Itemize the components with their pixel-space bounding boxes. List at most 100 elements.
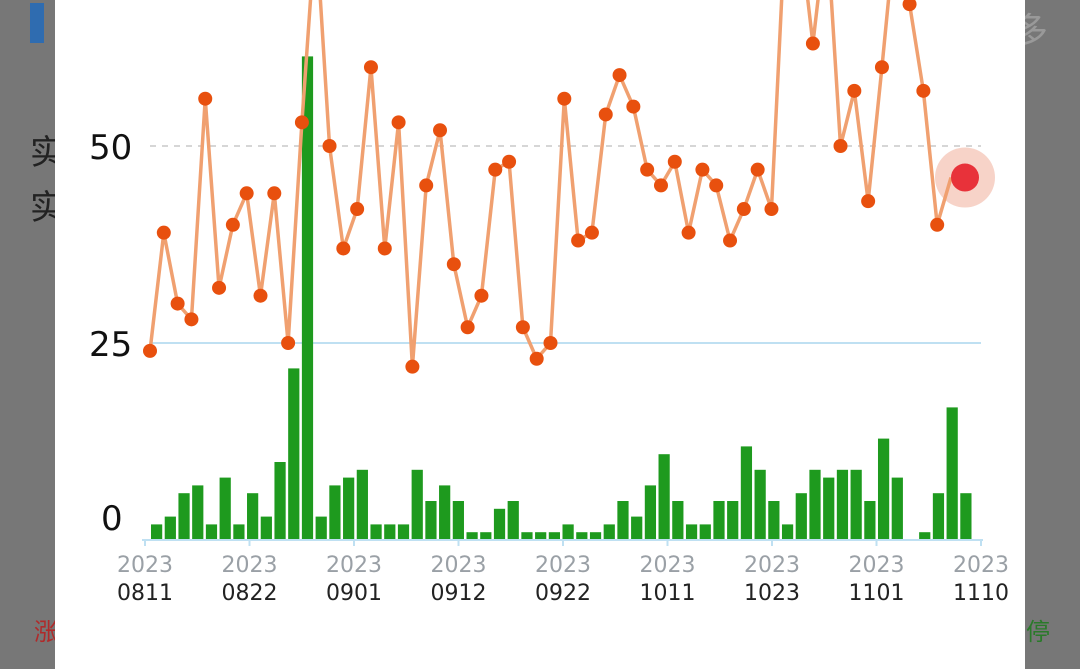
price-point (612, 68, 627, 83)
price-point (488, 162, 503, 177)
price-point (557, 91, 572, 106)
price-line-layer (143, 0, 995, 374)
price-point (405, 359, 420, 374)
price-point (736, 202, 751, 217)
volume-bar (548, 532, 560, 540)
volume-bar (685, 524, 698, 540)
price-point (833, 139, 848, 153)
volume-bar (439, 485, 451, 540)
volume-bar (192, 485, 204, 540)
volume-bar (507, 501, 519, 540)
volume-bar (768, 501, 780, 540)
price-point (861, 194, 876, 209)
volume-bar (260, 516, 272, 540)
price-point (350, 202, 365, 217)
volume-bar (315, 516, 327, 540)
background-bottom-left-text: 涨 (34, 618, 58, 646)
price-point (695, 162, 710, 177)
price-point (198, 91, 213, 106)
volume-bars (151, 56, 972, 541)
volume-bar (370, 524, 382, 540)
volume-bar (288, 368, 300, 540)
price-point (502, 154, 517, 169)
price-point (322, 139, 337, 153)
volume-bar (960, 493, 972, 540)
price-point (433, 123, 448, 138)
x-tick-date-label: 0822 (222, 581, 278, 606)
volume-bar (617, 501, 629, 540)
x-tick-date-label: 0811 (117, 581, 173, 606)
volume-bar (589, 532, 602, 540)
x-tick-year-label: 2023 (744, 553, 800, 578)
y-tick-label: 50 (89, 128, 132, 168)
volume-bar (823, 477, 835, 540)
x-tick-year-label: 2023 (640, 553, 696, 578)
x-tick-date-label: 0922 (535, 581, 591, 606)
price-point (170, 296, 185, 311)
volume-bar (466, 532, 478, 540)
volume-bar (178, 493, 190, 540)
volume-bar (233, 524, 245, 540)
price-point (225, 217, 240, 232)
x-tick-date-label: 0912 (431, 581, 487, 606)
background-accent-bar (30, 3, 44, 43)
price-point (667, 154, 682, 169)
x-tick-date-label: 1011 (640, 581, 696, 606)
volume-bar (301, 56, 314, 541)
chart-svg: 2023 0811 2023 0822 2023 0901 2023 0912 2023 0922… (89, 0, 1009, 606)
price-point (336, 241, 351, 256)
volume-bar (205, 524, 218, 540)
price-point (571, 233, 586, 248)
price-point (212, 280, 227, 295)
price-point (253, 288, 268, 303)
x-tick-date-label: 1023 (744, 581, 800, 606)
x-axis (142, 539, 983, 546)
price-point (640, 162, 655, 177)
price-point (143, 343, 157, 358)
price-point (294, 115, 309, 130)
tick-labels: 2023 0811 2023 0822 2023 0901 2023 0912 2023 0922… (89, 128, 1009, 606)
price-point (391, 115, 406, 130)
price-point (377, 241, 392, 256)
volume-bar (521, 532, 533, 540)
price-point (363, 60, 378, 75)
price-point (584, 225, 599, 240)
price-point (419, 178, 434, 193)
latest-price-point (951, 163, 979, 192)
price-point (874, 60, 889, 75)
price-point (267, 186, 282, 201)
price-point (460, 320, 475, 335)
price-point (446, 257, 461, 272)
price-point (930, 217, 945, 232)
volume-bar (274, 462, 286, 540)
volume-bar (754, 469, 766, 540)
y-tick-label: 0 (101, 499, 123, 539)
price-point (916, 83, 931, 98)
volume-bar (795, 493, 807, 540)
price-point (529, 351, 544, 366)
reference-lines (150, 145, 981, 344)
volume-bar (946, 407, 958, 540)
price-point (281, 336, 296, 350)
price-point (543, 336, 558, 350)
price-point (902, 0, 917, 12)
volume-bar (850, 469, 862, 540)
volume-bar (809, 469, 821, 540)
price-point (474, 288, 489, 303)
volume-bar (658, 454, 670, 540)
volume-bar (343, 477, 355, 540)
volume-bar (535, 532, 547, 540)
price-point (681, 225, 696, 240)
volume-bar (411, 469, 423, 540)
background-bottom-right-text: 停 (1026, 618, 1050, 646)
y-tick-label: 25 (89, 325, 132, 365)
volume-bar (631, 516, 643, 540)
price-point (847, 83, 862, 98)
volume-bar (603, 524, 615, 540)
volume-bar (452, 501, 464, 540)
volume-bar (672, 501, 684, 540)
x-tick-date-label: 1101 (849, 581, 905, 606)
volume-bar (151, 524, 163, 540)
volume-bar (864, 501, 876, 540)
price-point (598, 107, 613, 122)
